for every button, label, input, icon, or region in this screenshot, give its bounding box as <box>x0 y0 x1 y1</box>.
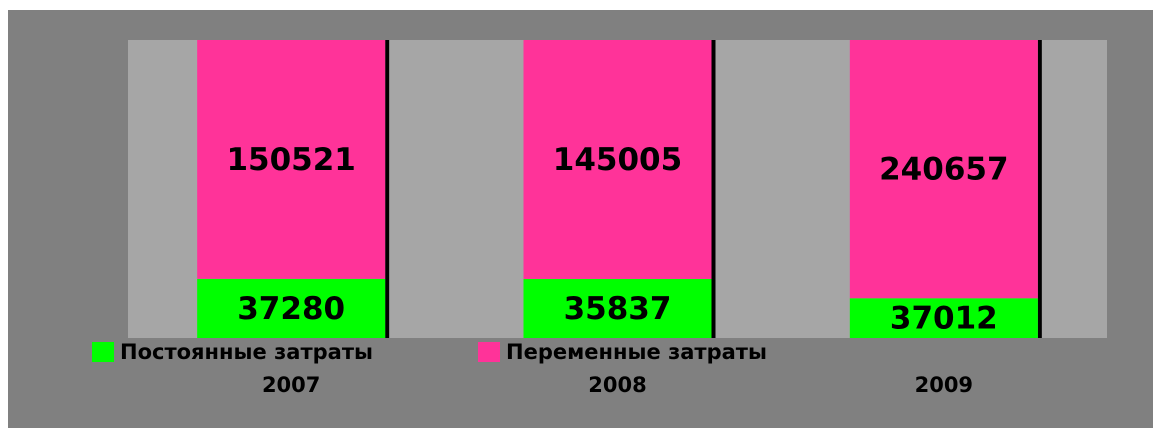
data-label: 150521 <box>226 142 355 178</box>
bar-segment <box>197 278 386 338</box>
x-tick-label: 2008 <box>588 373 646 397</box>
data-label: 35837 <box>564 291 672 327</box>
data-label: 145005 <box>553 142 682 178</box>
bar-shadow <box>385 40 390 338</box>
x-tick-label: 2007 <box>262 373 320 397</box>
data-label: 37012 <box>890 301 998 337</box>
bar-segment <box>849 40 1038 299</box>
bar-shadow <box>1037 40 1042 338</box>
legend-swatch <box>92 342 114 362</box>
bar-segment <box>197 40 386 279</box>
bar-segment <box>523 40 712 279</box>
bar-segment <box>523 278 712 338</box>
data-label: 37280 <box>237 291 345 327</box>
bar-shadow <box>711 40 716 338</box>
x-tick-label: 2009 <box>915 373 973 397</box>
bar-segment <box>849 298 1038 338</box>
legend-label: Постоянные затраты <box>120 340 373 364</box>
data-label: 240657 <box>879 152 1008 188</box>
legend-swatch <box>478 342 500 362</box>
legend-label: Переменные затраты <box>506 340 767 364</box>
